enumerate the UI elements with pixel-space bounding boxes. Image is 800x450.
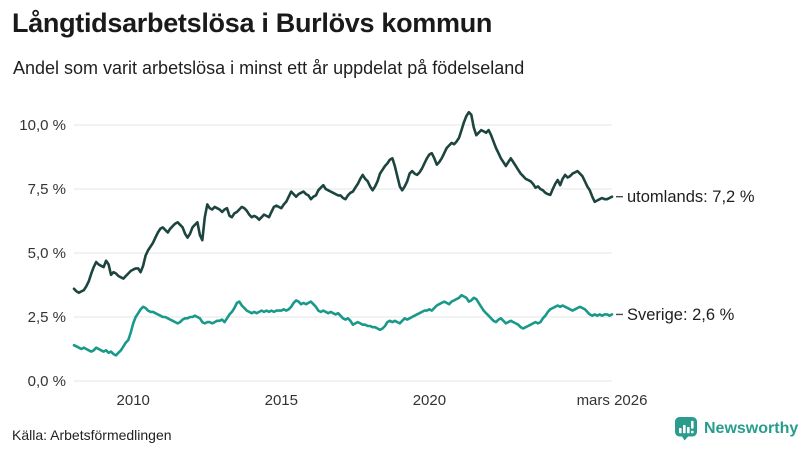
newsworthy-brand-text: Newsworthy xyxy=(704,419,799,437)
x-tick-label: 2015 xyxy=(265,392,298,409)
y-tick-label: 7,5 % xyxy=(28,181,66,198)
newsworthy-logo[interactable]: Newsworthy xyxy=(674,416,798,441)
source-note: Källa: Arbetsförmedlingen xyxy=(12,427,172,443)
page-title: Långtidsarbetslösa i Burlövs kommun xyxy=(12,8,493,38)
x-tick-label: 2020 xyxy=(413,392,446,409)
x-tick-label: mars 2026 xyxy=(577,392,648,409)
y-tick-label: 0,0 % xyxy=(28,373,66,390)
series-line-Sverige xyxy=(72,293,614,357)
series-end-label-Sverige: Sverige: 2,6 % xyxy=(627,306,735,324)
series-line-utomlands xyxy=(72,110,614,295)
x-tick-label: 2010 xyxy=(117,392,150,409)
newsworthy-bubble-chart-icon xyxy=(675,417,697,441)
y-tick-label: 2,5 % xyxy=(28,309,66,326)
y-tick-label: 5,0 % xyxy=(28,245,66,262)
y-tick-label: 10,0 % xyxy=(19,117,66,134)
series-end-label-utomlands: utomlands: 7,2 % xyxy=(627,188,755,206)
page-subtitle: Andel som varit arbetslösa i minst ett å… xyxy=(13,58,525,78)
